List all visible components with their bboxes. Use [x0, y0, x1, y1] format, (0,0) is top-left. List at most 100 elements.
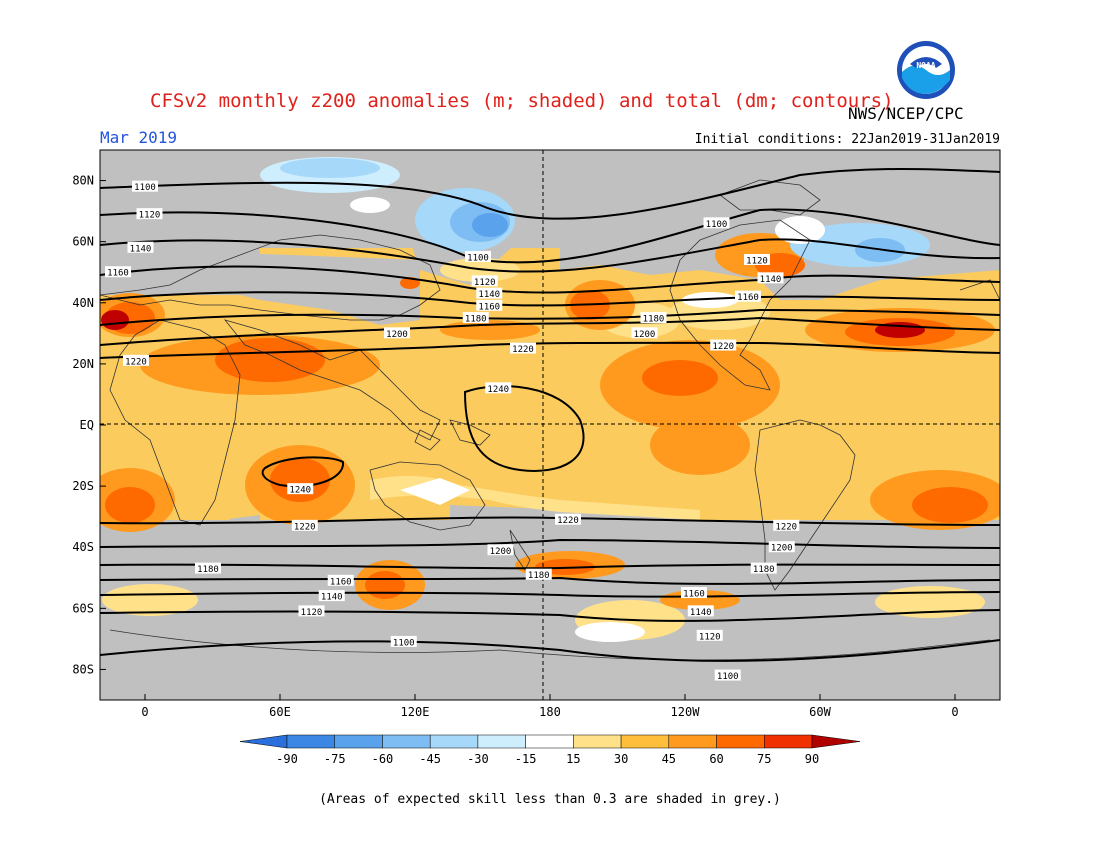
latitude-ticks: 80N 60N 40N 20N EQ 20S 40S 60S 80S	[72, 174, 106, 676]
contour-label: 1100	[714, 669, 741, 682]
contour-label: 1180	[462, 312, 489, 325]
colorbar-high-cap	[811, 734, 861, 749]
lat-tick-label: 20N	[72, 357, 94, 371]
colorbar-box	[573, 734, 622, 749]
longitude-ticks: 0 60E 120E 180 120W 60W 0	[141, 694, 959, 719]
svg-text:1140: 1140	[130, 244, 152, 254]
colorbar-tick-label: 45	[662, 752, 676, 766]
lat-tick-label: 80N	[72, 174, 94, 188]
contour-label: 1200	[384, 327, 410, 340]
svg-text:1160: 1160	[107, 269, 129, 279]
lon-tick-label: 60E	[269, 705, 291, 719]
contour-label: 1220	[123, 354, 149, 367]
contour-label: 1100	[132, 180, 158, 193]
svg-text:1160: 1160	[330, 577, 352, 587]
svg-text:1100: 1100	[706, 220, 728, 230]
contour-label: 1200	[487, 544, 514, 557]
svg-text:1180: 1180	[465, 315, 487, 325]
svg-text:1200: 1200	[490, 547, 512, 557]
svg-text:1180: 1180	[643, 315, 665, 325]
svg-text:1240: 1240	[289, 486, 311, 496]
colorbar-box	[620, 734, 670, 749]
contour-label: 1240	[485, 382, 512, 395]
lat-tick-label: EQ	[80, 418, 94, 432]
lon-tick-label: 0	[141, 705, 148, 719]
contour-label: 1160	[735, 290, 761, 303]
contour-label: 1120	[298, 605, 325, 618]
svg-text:1220: 1220	[775, 522, 797, 532]
colorbar-box	[525, 734, 574, 749]
lon-tick-label: 60W	[809, 705, 831, 719]
svg-text:1100: 1100	[467, 253, 489, 263]
svg-text:1220: 1220	[712, 342, 734, 352]
svg-text:1100: 1100	[393, 638, 415, 648]
svg-text:1240: 1240	[487, 385, 509, 395]
colorbar-tick-label: -75	[324, 752, 346, 766]
lat-tick-label: 40S	[72, 540, 94, 554]
colorbar-tick-label: 90	[805, 752, 819, 766]
svg-text:1140: 1140	[690, 608, 712, 618]
contour-label: 1180	[195, 562, 221, 575]
svg-text:1120: 1120	[699, 632, 721, 642]
lat-tick-label: 20S	[72, 479, 94, 493]
svg-text:1120: 1120	[301, 608, 323, 618]
contour-label: 1140	[757, 272, 784, 285]
svg-text:1140: 1140	[478, 290, 500, 300]
contour-labels: 1100112011401160122012001180116011401120…	[105, 180, 800, 682]
contour-label: 1100	[703, 217, 730, 230]
colorbar-tick-label: -30	[467, 752, 489, 766]
svg-text:1180: 1180	[753, 565, 775, 575]
colorbar-box	[382, 734, 431, 749]
svg-text:1120: 1120	[474, 278, 496, 288]
lat-tick-label: 60S	[72, 601, 94, 615]
colorbar-tick-label: 30	[614, 752, 628, 766]
contour-label: 1200	[768, 541, 795, 554]
contour-label: 1120	[696, 629, 723, 642]
colorbar-low-cap	[239, 734, 288, 749]
svg-text:1120: 1120	[139, 211, 161, 221]
noaa-logo: NOAA	[897, 41, 955, 99]
lat-tick-label: 60N	[72, 235, 94, 249]
contour-label: 1100	[390, 635, 417, 648]
contour-label: 1180	[750, 562, 777, 575]
colorbar-tick-label: 15	[566, 752, 580, 766]
contour-label: 1100	[465, 250, 491, 263]
contour-label: 1180	[640, 312, 667, 325]
svg-text:1160: 1160	[737, 293, 759, 303]
contour-label: 1120	[136, 208, 163, 221]
colorbar-box	[334, 734, 383, 749]
colorbar-box	[668, 734, 717, 749]
low-skill-mask	[100, 150, 1000, 700]
height-contours	[100, 167, 1000, 662]
contour-label: 1220	[510, 342, 536, 355]
contour-label: 1140	[687, 605, 714, 618]
svg-text:1160: 1160	[478, 302, 500, 312]
forecast-month: Mar 2019	[100, 128, 178, 147]
colorbar-tick-label: -45	[419, 752, 441, 766]
map-title: CFSv2 monthly z200 anomalies (m; shaded)…	[150, 90, 894, 112]
lat-tick-label: 80S	[72, 662, 94, 676]
lon-tick-label: 120W	[671, 705, 701, 719]
svg-text:1220: 1220	[557, 516, 579, 526]
colorbar-box	[716, 734, 765, 749]
lon-tick-label: 180	[539, 705, 561, 719]
svg-text:1160: 1160	[683, 590, 705, 600]
colorbar-box	[429, 734, 479, 749]
svg-text:1140: 1140	[760, 275, 782, 285]
svg-text:1220: 1220	[512, 345, 534, 355]
contour-label: 1160	[476, 299, 503, 312]
skill-footnote: (Areas of expected skill less than 0.3 a…	[319, 792, 781, 807]
contour-label: 1140	[318, 590, 345, 603]
colorbar-box	[477, 734, 526, 749]
contour-label: 1160	[327, 574, 354, 587]
contour-label: 1220	[555, 513, 581, 526]
contour-label: 1120	[471, 275, 498, 288]
contour-label: 1120	[744, 254, 770, 267]
contour-label: 1140	[127, 241, 154, 254]
svg-text:1100: 1100	[134, 183, 156, 193]
contour-label: 1180	[525, 568, 552, 581]
colorbar-tick-label: 60	[709, 752, 723, 766]
svg-text:1180: 1180	[197, 565, 219, 575]
svg-text:1220: 1220	[294, 522, 316, 532]
